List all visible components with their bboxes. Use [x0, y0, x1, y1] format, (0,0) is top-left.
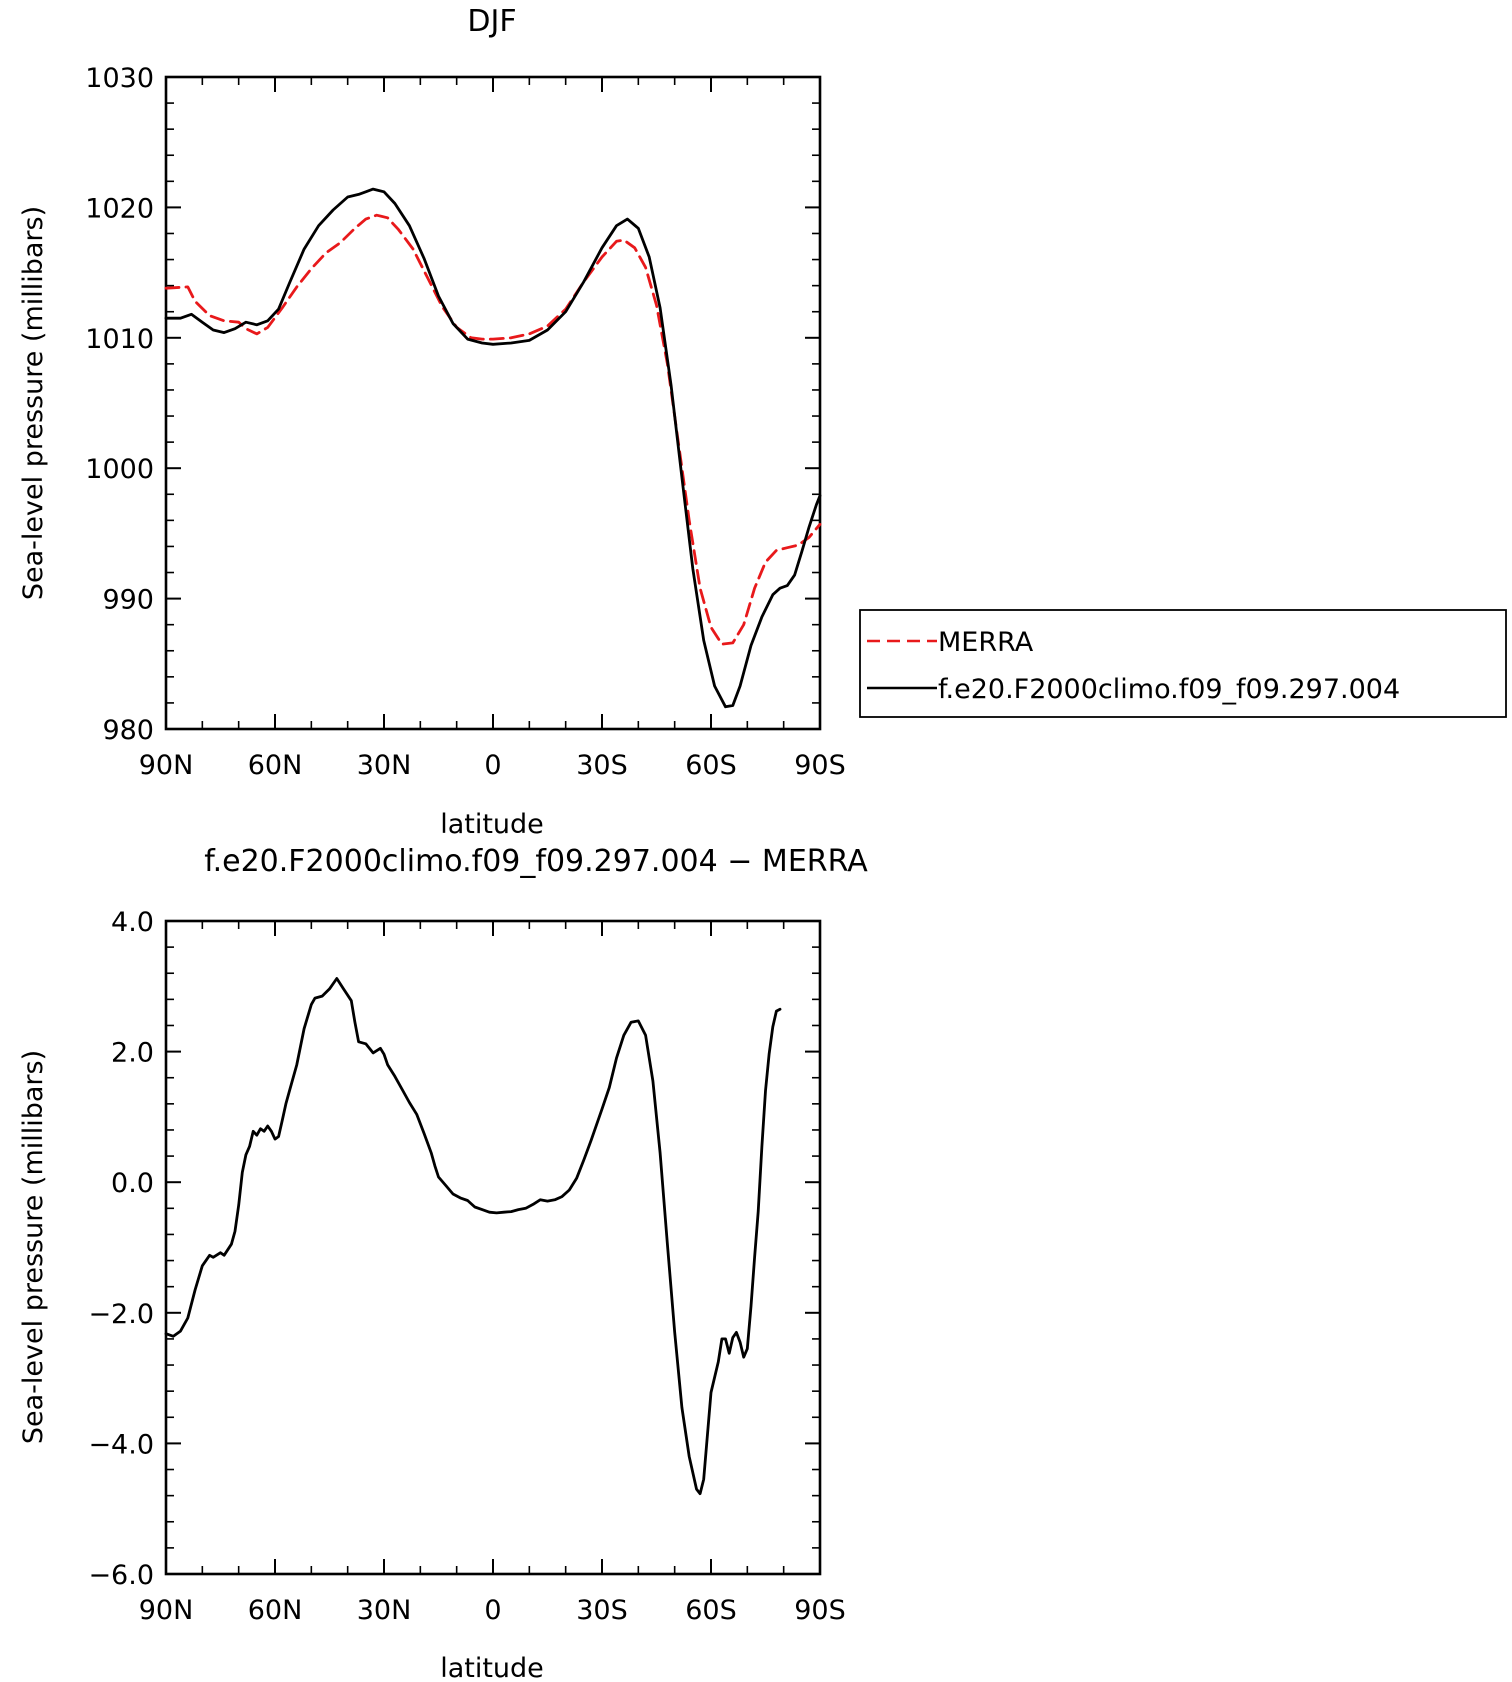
top-panel-y-axis-label: Sea-level pressure (millibars) — [18, 206, 49, 600]
legend: MERRA f.e20.F2000climo.f09_f09.297.004 — [859, 609, 1507, 718]
bottom-panel-title: f.e20.F2000climo.f09_f09.297.004 − MERRA — [204, 844, 868, 879]
y-tick-label: 4.0 — [111, 907, 154, 938]
bottom-panel: f.e20.F2000climo.f09_f09.297.004 − MERRA… — [18, 844, 868, 1682]
x-tick-label: 90S — [794, 750, 846, 781]
y-tick-label: 1020 — [85, 193, 154, 224]
difference-series-line — [164, 977, 782, 1496]
y-tick-label: −2.0 — [88, 1299, 154, 1330]
x-tick-label: 60N — [248, 1595, 303, 1626]
legend-model-label: f.e20.F2000climo.f09_f09.297.004 — [938, 674, 1400, 705]
x-tick-label: 30S — [576, 1595, 628, 1626]
merra-series-line — [164, 213, 822, 646]
x-tick-label: 0 — [484, 750, 501, 781]
bottom-panel-ticks: 90N 60N 30N 0 30S 60S 90S −6.0 −4.0 −2.0 0.0 2.0 4.0 — [88, 907, 845, 1626]
y-tick-label: 1030 — [85, 63, 154, 94]
y-tick-label: −4.0 — [88, 1429, 154, 1460]
y-tick-label: −6.0 — [88, 1560, 154, 1591]
bottom-panel-series — [164, 977, 782, 1496]
y-tick-label: 1000 — [85, 454, 154, 485]
y-tick-label: 1010 — [85, 324, 154, 355]
top-panel-title: DJF — [467, 4, 516, 39]
top-panel: DJF 90N 60N 30N 0 30S 60S 90S 980 990 1000 1010 102… — [18, 4, 1507, 840]
top-panel-series — [164, 187, 822, 709]
x-tick-label: 60S — [685, 1595, 737, 1626]
x-tick-label: 60S — [685, 750, 737, 781]
y-tick-label: 0.0 — [111, 1168, 154, 1199]
bottom-panel-plot-area: 90N 60N 30N 0 30S 60S 90S −6.0 −4.0 −2.0 0.0 2.0 4.0 — [88, 907, 845, 1626]
legend-merra-label: MERRA — [938, 627, 1034, 658]
x-tick-label: 90N — [139, 1595, 194, 1626]
x-tick-label: 30N — [357, 1595, 412, 1626]
y-tick-label: 990 — [102, 585, 154, 616]
bottom-panel-y-axis-label: Sea-level pressure (millibars) — [18, 1050, 49, 1444]
top-panel-frame — [164, 75, 822, 731]
model-series-line — [164, 187, 822, 709]
y-tick-label: 980 — [102, 715, 154, 746]
x-tick-label: 30N — [357, 750, 412, 781]
x-tick-label: 60N — [248, 750, 303, 781]
top-panel-plot-area: 90N 60N 30N 0 30S 60S 90S 980 990 1000 1010 1020 103… — [85, 63, 845, 781]
x-tick-label: 90N — [139, 750, 194, 781]
x-tick-label: 90S — [794, 1595, 846, 1626]
bottom-panel-frame — [164, 919, 822, 1576]
bottom-panel-x-axis-label: latitude — [440, 1653, 544, 1682]
legend-box — [859, 609, 1507, 718]
x-tick-label: 0 — [484, 1595, 501, 1626]
top-panel-ticks: 90N 60N 30N 0 30S 60S 90S 980 990 1000 1010 1020 103… — [85, 63, 845, 781]
y-tick-label: 2.0 — [111, 1038, 154, 1069]
x-tick-label: 30S — [576, 750, 628, 781]
top-panel-x-axis-label: latitude — [440, 809, 544, 840]
